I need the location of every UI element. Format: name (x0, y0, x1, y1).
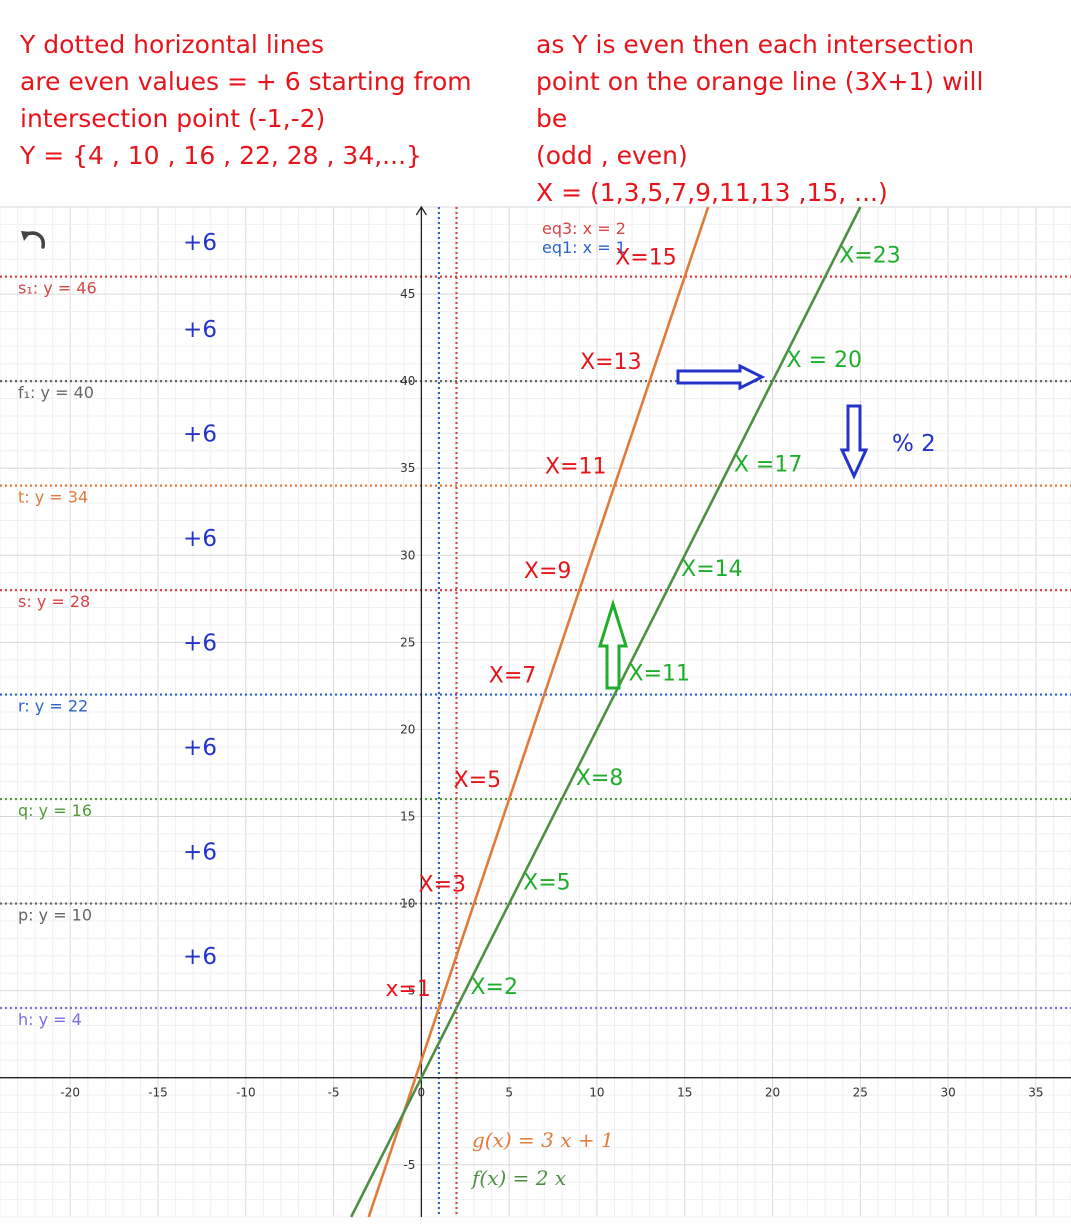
horizontal-line-label: t: y = 34 (18, 488, 88, 507)
orange-point-label: X=3 (419, 873, 467, 898)
y-tick-label: 10 (400, 897, 415, 911)
x-tick-label: -10 (236, 1086, 256, 1100)
axes: -20 -15 -10 -5 0 5 10 15 20 25 30 35 -5 5 10 15 20 25 30 35… (0, 205, 1071, 1217)
x-tick-label: -20 (60, 1086, 80, 1100)
horizontal-line-label: q: y = 16 (18, 801, 92, 820)
green-point-label: X =17 (734, 453, 803, 478)
horizontal-line-label: s₁: y = 46 (18, 279, 97, 298)
right-arrow-icon (676, 363, 766, 391)
orange-point-label: x=1 (385, 977, 430, 1002)
left-note-line: Y = {4 , 10 , 16 , 22, 28 , 34,...} (20, 141, 422, 170)
y-tick-label: 15 (400, 809, 415, 823)
y-tick-label: 45 (400, 287, 415, 301)
horizontal-line-label: p: y = 10 (18, 906, 92, 925)
legend-entry: g(x) = 3 x + 1 (472, 1128, 614, 1152)
right-note-line: point on the orange line (3X+1) will (536, 67, 984, 96)
vertical-line-label: eq3: x = 2 (542, 219, 626, 238)
series-line (349, 206, 862, 1218)
horizontal-line-label: h: y = 4 (18, 1010, 82, 1029)
left-note-line: intersection point (-1,-2) (20, 104, 326, 133)
plus-six-label: +6 (183, 526, 217, 552)
vertical-line-label: eq1: x = 1 (542, 238, 626, 257)
x-tick-label: 0 (418, 1086, 426, 1100)
x-tick-label: 10 (589, 1086, 604, 1100)
series-lines (349, 206, 862, 1218)
plus-six-label: +6 (183, 839, 217, 865)
graph-canvas[interactable]: s₁: y = 46 f₁: y = 40 t: y = 34 s: y = 28 r:… (0, 205, 1071, 1232)
legend-entry: f(x) = 2 x (470, 1166, 566, 1190)
grid (0, 206, 1071, 1218)
x-tick-label: 35 (1028, 1086, 1043, 1100)
y-tick-label: 35 (400, 461, 415, 475)
modulo-label: % 2 (892, 431, 936, 457)
orange-point-label: X=15 (615, 246, 677, 271)
horizontal-line-label: r: y = 22 (18, 697, 88, 716)
y-tick-label: 30 (400, 548, 415, 562)
y-tick-label: 25 (400, 635, 415, 649)
up-arrow-icon (597, 598, 629, 690)
orange-point-label: X=11 (545, 455, 607, 480)
orange-point-label: X=13 (580, 350, 642, 375)
left-note-line: Y dotted horizontal lines (20, 30, 324, 59)
undo-icon[interactable] (18, 228, 48, 254)
right-note-line: as Y is even then each intersection (536, 30, 975, 59)
right-note-line: (odd , even) (536, 141, 688, 170)
series-line (367, 206, 710, 1218)
orange-point-label: X=9 (524, 559, 572, 584)
plus-six-label: +6 (183, 421, 217, 447)
y-tick-label: -5 (403, 1158, 415, 1172)
plus-six-label: +6 (183, 944, 217, 970)
left-note-line: are even values = + 6 starting from (20, 67, 472, 96)
y-tick-label: 5 (408, 984, 416, 998)
horizontal-lines: s₁: y = 46 f₁: y = 40 t: y = 34 s: y = 28 r:… (0, 275, 1071, 1029)
x-tick-label: 30 (940, 1086, 955, 1100)
x-tick-label: -15 (148, 1086, 168, 1100)
green-point-label: X=2 (470, 975, 518, 1000)
x-tick-label: 15 (677, 1086, 692, 1100)
horizontal-line-label: s: y = 28 (18, 592, 90, 611)
labels: +6 +6 +6 +6 +6 +6 +6 +6 x=1 X=3 X=5 X=7 X=9 X=11 X=13 X… (183, 230, 936, 1190)
x-tick-label: 25 (853, 1086, 868, 1100)
plus-six-label: +6 (183, 630, 217, 656)
plus-six-label: +6 (183, 230, 217, 256)
y-axis-arrow (415, 205, 427, 216)
plus-six-label: +6 (183, 317, 217, 343)
right-note: as Y is even then each intersection poin… (536, 26, 983, 211)
green-point-label: X = 20 (787, 348, 863, 373)
orange-point-label: X=5 (454, 768, 502, 793)
green-point-label: X=14 (681, 557, 743, 582)
x-tick-label: 20 (765, 1086, 780, 1100)
green-point-label: X=5 (523, 871, 571, 896)
horizontal-line-label: f₁: y = 40 (18, 383, 94, 402)
right-note-line: X = (1,3,5,7,9,11,13 ,15, ...) (536, 178, 888, 207)
green-point-label: X=11 (629, 662, 691, 687)
right-note-line: be (536, 104, 568, 133)
x-tick-label: 5 (505, 1086, 513, 1100)
left-note: Y dotted horizontal lines are even value… (20, 26, 472, 174)
green-point-label: X=8 (576, 766, 624, 791)
green-point-label: X=23 (839, 244, 901, 269)
y-tick-label: 40 (400, 374, 415, 388)
down-arrow-icon (839, 404, 869, 480)
y-tick-label: 20 (400, 722, 415, 736)
orange-point-label: X=7 (489, 664, 537, 689)
plus-six-label: +6 (183, 735, 217, 761)
annotation-arrows (597, 363, 869, 690)
x-tick-label: -5 (328, 1086, 340, 1100)
